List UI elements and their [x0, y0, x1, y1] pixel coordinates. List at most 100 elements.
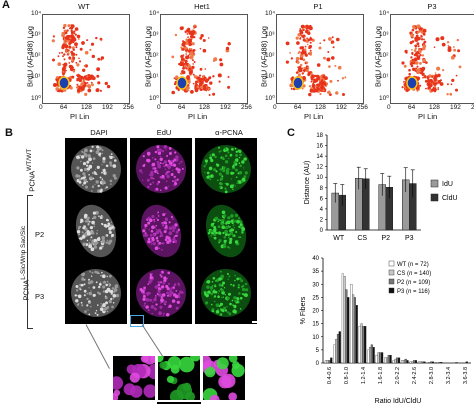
foci [156, 148, 161, 153]
foci [145, 298, 150, 302]
flow-point [317, 90, 321, 93]
flow-point [414, 47, 417, 50]
foci [158, 247, 161, 250]
foci [163, 301, 166, 304]
foci [162, 242, 165, 245]
foci [220, 288, 224, 292]
flow-point [425, 61, 428, 64]
foci [218, 239, 222, 243]
flow-point [70, 24, 75, 28]
foci [74, 294, 77, 297]
foci [159, 176, 161, 178]
flow-point [299, 29, 303, 33]
foci [154, 285, 158, 289]
foci [101, 152, 103, 155]
flow-point [193, 24, 196, 27]
foci [235, 176, 238, 178]
flow-point [299, 37, 302, 40]
foci [166, 294, 169, 297]
foci [230, 219, 234, 223]
flow-point [297, 52, 300, 55]
foci [92, 211, 96, 215]
foci [167, 236, 171, 240]
flow-point [450, 55, 455, 60]
foci [161, 174, 165, 179]
foci [95, 210, 99, 215]
foci [149, 233, 153, 237]
flow-point [198, 76, 201, 79]
foci [108, 299, 112, 304]
foci [149, 298, 153, 302]
foci [172, 237, 176, 241]
foci [162, 213, 166, 217]
flow-point [308, 92, 312, 97]
legend-swatch-WT [388, 260, 395, 267]
flow-point [185, 55, 190, 60]
flow-point [62, 70, 65, 73]
flow-point [417, 55, 421, 59]
foci [177, 228, 180, 232]
foci [83, 294, 86, 297]
foci [98, 292, 102, 295]
foci [144, 227, 147, 229]
flow-point [187, 29, 189, 32]
bar-P3 [389, 354, 392, 364]
flow-point [68, 27, 71, 30]
flow-point [307, 71, 311, 75]
foci [159, 274, 162, 276]
foci [245, 288, 249, 292]
foci [215, 310, 220, 314]
foci [217, 295, 220, 298]
foci [241, 177, 246, 182]
foci [149, 218, 153, 223]
foci [88, 157, 92, 162]
bar-WT [324, 360, 327, 364]
flow-point [410, 64, 414, 68]
flow-point [416, 65, 419, 68]
flow-point [426, 82, 431, 87]
flow-point [192, 73, 195, 76]
foci [106, 218, 109, 222]
foci [160, 234, 164, 237]
foci [80, 301, 83, 304]
foci [83, 174, 86, 177]
foci [161, 149, 165, 153]
x-tick-label: 1.2-1.4 [361, 367, 367, 384]
foci [79, 168, 83, 172]
flow-point [417, 45, 420, 48]
foci [231, 299, 234, 302]
foci [213, 296, 215, 298]
flow-x-tick: 0 [387, 104, 391, 111]
foci [102, 157, 106, 161]
foci [160, 272, 162, 274]
foci [91, 241, 95, 244]
flow-y-tick: 10¹ [149, 73, 159, 80]
foci [105, 301, 108, 305]
bar-P2 [336, 333, 340, 364]
flow-point [191, 59, 194, 62]
foci [101, 216, 104, 218]
foci [212, 222, 215, 225]
flow-point [323, 39, 326, 42]
foci [241, 231, 244, 233]
foci [220, 296, 223, 299]
foci [80, 177, 83, 180]
foci [100, 188, 103, 191]
legend-label-CldU: CldU [442, 195, 458, 202]
flow-point [74, 42, 78, 47]
flow-x-tick: 128 [429, 104, 440, 111]
bar-P3 [414, 360, 418, 364]
foci [223, 218, 225, 220]
foci [157, 283, 161, 287]
foci [237, 236, 240, 238]
flow-point [308, 85, 312, 88]
foci [205, 162, 208, 164]
foci [94, 312, 97, 314]
flow-point [67, 52, 70, 55]
flow-point [446, 41, 450, 44]
foci [240, 226, 243, 228]
foci [239, 308, 242, 310]
flow-point [51, 39, 55, 43]
foci [244, 171, 248, 175]
flow-point [57, 62, 62, 66]
